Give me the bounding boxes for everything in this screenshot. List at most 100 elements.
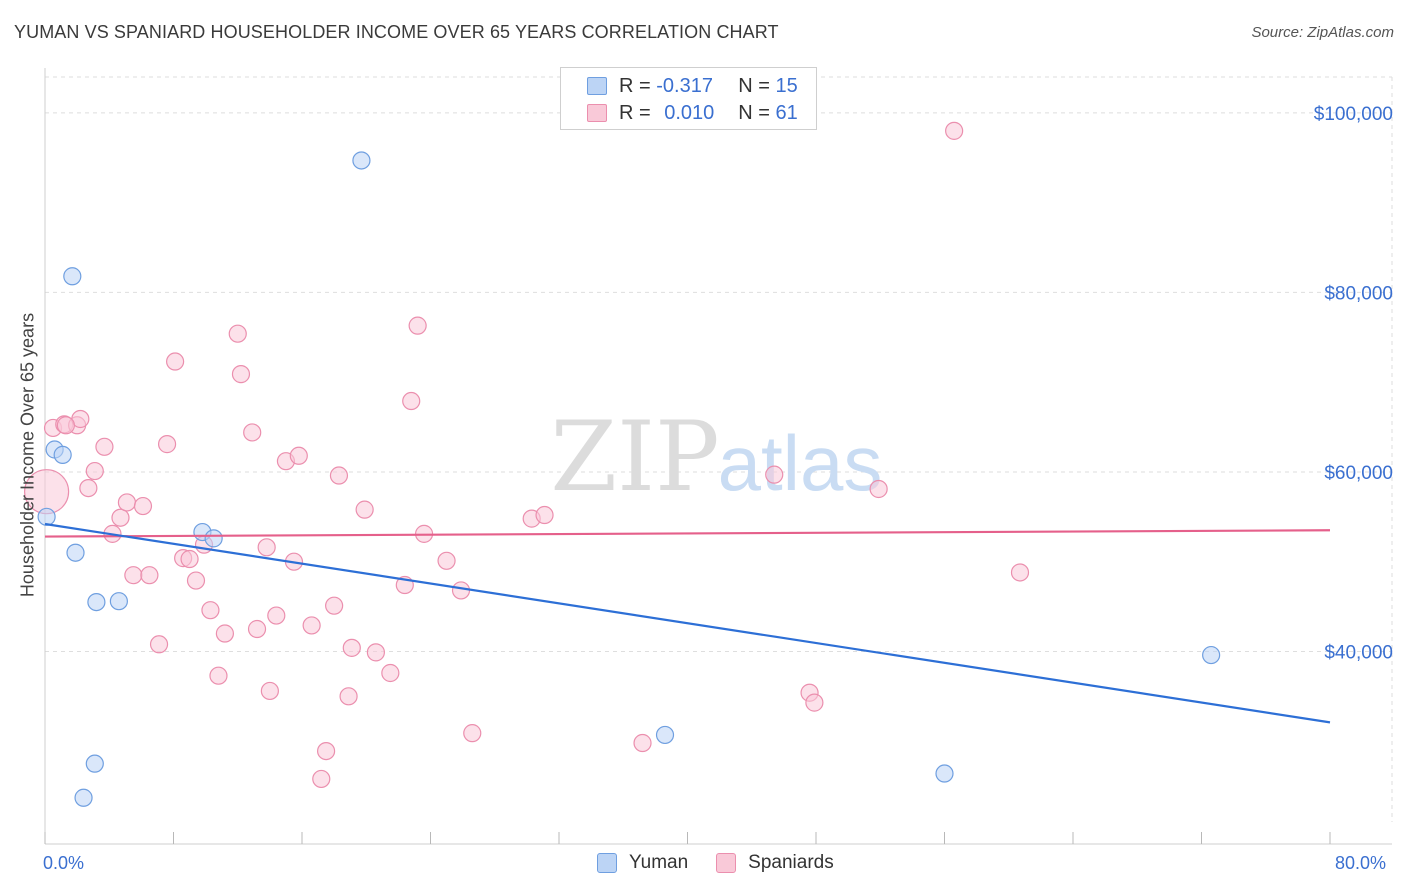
spaniards-point-43 xyxy=(381,663,400,683)
yuman-point-13 xyxy=(935,764,954,783)
y-tick-label-1: $60,000 xyxy=(1324,463,1393,484)
spaniards-point-58 xyxy=(945,121,964,140)
spaniards-point-41 xyxy=(355,500,374,519)
spaniards-point-21 xyxy=(201,601,220,620)
legend-r-label: R = xyxy=(619,74,651,97)
spaniards-point-26 xyxy=(243,423,262,442)
y-tick-label-2: $80,000 xyxy=(1324,283,1393,304)
spaniards-point-29 xyxy=(260,681,279,701)
spaniards-point-54 xyxy=(765,465,784,484)
spaniards-point-7 xyxy=(95,437,114,456)
legend-n-value-spaniards: 61 xyxy=(775,101,798,124)
spaniards-point-46 xyxy=(408,316,427,335)
legend-label-yuman: Yuman xyxy=(629,852,689,873)
legend-item-yuman[interactable]: Yuman xyxy=(597,852,688,874)
legend-r-value-spaniards: 0.010 xyxy=(664,101,715,124)
spaniards-point-40 xyxy=(342,638,361,657)
legend-swatch-yuman xyxy=(587,77,607,95)
spaniards-trend-line xyxy=(44,529,1331,538)
spaniards-point-36 xyxy=(316,741,336,761)
legend-n-label: N = xyxy=(738,74,770,97)
spaniards-point-10 xyxy=(117,493,137,512)
spaniards-point-39 xyxy=(339,687,358,706)
watermark: ZIP atlas xyxy=(550,401,882,513)
source-label: Source: ZipAtlas.com xyxy=(1251,24,1394,41)
yuman-point-2 xyxy=(53,445,72,464)
spaniards-point-35 xyxy=(312,769,331,789)
spaniards-point-28 xyxy=(257,538,276,557)
spaniards-point-50 xyxy=(463,724,482,743)
legend-r-label: R = xyxy=(619,101,651,124)
spaniards-point-33 xyxy=(289,446,308,465)
spaniards-point-9 xyxy=(111,508,130,527)
watermark-atlas: atlas xyxy=(718,419,883,507)
axes xyxy=(44,68,1392,845)
spaniards-point-19 xyxy=(186,571,206,590)
spaniards-point-52 xyxy=(535,505,554,525)
legend-row-spaniards: R = 0.010 N = 61 xyxy=(587,100,798,126)
spaniards-point-15 xyxy=(157,435,177,454)
y-tick-labels: $40,000 $60,000 $80,000 $100,000 xyxy=(1314,104,1393,664)
yuman-point-12 xyxy=(655,725,675,745)
spaniards-point-60 xyxy=(56,416,75,435)
spaniards-points xyxy=(24,121,1030,789)
legend-swatch-yuman xyxy=(597,853,617,873)
legend-n-label: N = xyxy=(738,101,770,124)
spaniards-point-30 xyxy=(267,606,286,625)
spaniards-point-6 xyxy=(85,461,104,481)
spaniards-point-27 xyxy=(247,619,267,639)
yuman-trend-line xyxy=(44,522,1331,724)
spaniards-point-45 xyxy=(402,391,421,411)
legend-label-spaniards: Spaniards xyxy=(748,852,834,873)
x-tick-label-max: 80.0% xyxy=(1335,853,1387,873)
spaniards-point-56 xyxy=(805,693,824,712)
yuman-point-10 xyxy=(85,754,104,773)
spaniards-point-14 xyxy=(149,635,169,654)
legend-item-spaniards[interactable]: Spaniards xyxy=(716,852,834,874)
spaniards-point-23 xyxy=(215,624,234,643)
spaniards-point-37 xyxy=(325,596,344,615)
y-axis-label: Householder Income Over 65 years xyxy=(17,312,38,598)
legend-swatch-spaniards xyxy=(587,104,607,122)
yuman-points xyxy=(37,151,1221,807)
spaniards-point-59 xyxy=(1010,563,1030,582)
spaniards-point-42 xyxy=(366,643,385,662)
yuman-point-4 xyxy=(66,543,85,562)
legend-n-value-yuman: 15 xyxy=(775,74,798,97)
series-legend: Yuman Spaniards xyxy=(597,852,862,874)
spaniards-point-11 xyxy=(124,566,143,585)
spaniards-point-16 xyxy=(166,352,185,371)
yuman-point-3 xyxy=(63,267,82,286)
yuman-point-6 xyxy=(109,592,128,611)
spaniards-point-38 xyxy=(329,466,349,485)
spaniards-point-13 xyxy=(140,566,159,585)
spaniards-point-48 xyxy=(437,551,456,570)
spaniards-point-57 xyxy=(869,479,888,499)
spaniards-point-12 xyxy=(133,496,153,516)
legend-row-yuman: R = -0.317 N = 15 xyxy=(587,73,798,99)
watermark-zip: ZIP xyxy=(550,401,719,513)
yuman-point-9 xyxy=(352,151,371,170)
spaniards-point-22 xyxy=(209,666,228,685)
x-tick-label-min: 0.0% xyxy=(43,853,85,873)
legend-swatch-spaniards xyxy=(716,853,737,873)
correlation-legend: R = -0.317 N = 15 R = 0.010 N = 61 xyxy=(560,67,817,130)
yuman-point-0 xyxy=(37,507,56,526)
spaniards-point-5 xyxy=(79,478,98,498)
yuman-point-11 xyxy=(74,788,93,807)
y-tick-label-3: $100,000 xyxy=(1314,104,1393,125)
spaniards-point-34 xyxy=(302,616,321,635)
y-tick-label-0: $40,000 xyxy=(1324,642,1393,663)
spaniards-point-18 xyxy=(180,549,199,569)
spaniards-point-25 xyxy=(231,365,251,384)
yuman-point-5 xyxy=(87,592,106,612)
spaniards-point-49 xyxy=(451,581,471,600)
yuman-point-14 xyxy=(1202,645,1221,665)
spaniards-point-24 xyxy=(228,324,247,343)
spaniards-point-53 xyxy=(633,733,652,753)
legend-r-value-yuman: -0.317 xyxy=(656,74,713,97)
chart-title: YUMAN VS SPANIARD HOUSEHOLDER INCOME OVE… xyxy=(14,22,779,42)
trend-lines xyxy=(44,522,1331,724)
yuman-point-8 xyxy=(204,529,223,548)
